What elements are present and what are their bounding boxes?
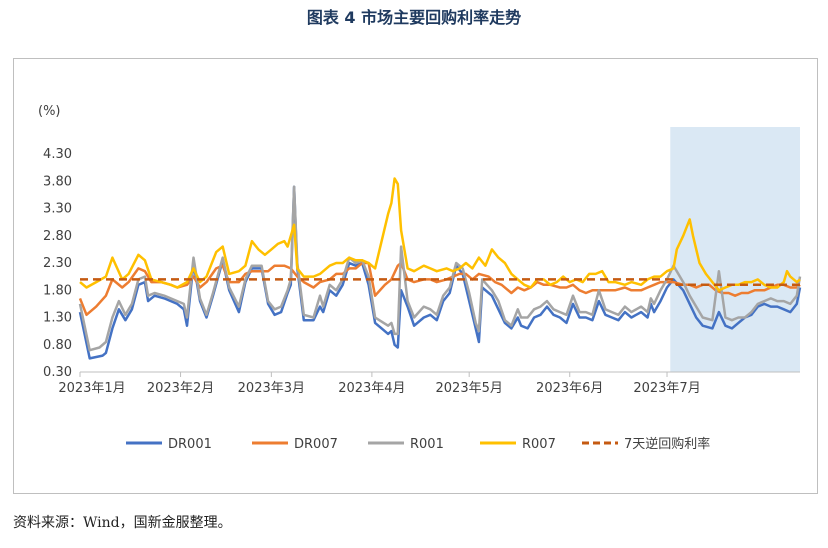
x-tick-label: 2023年6月 [536,381,603,396]
series-line [78,185,802,352]
chart-frame: 0.30 0.80 1.30 1.80 2.30 2.80 3.30 3.80 4.30 (%) 2… [13,58,818,494]
y-tick-label: 2.80 [43,229,72,244]
x-tick-label: 2023年3月 [238,381,305,396]
figure-title: 图表 4 市场主要回购利率走势 [306,8,522,27]
y-tick-label: 2.30 [43,256,72,271]
y-tick-label: 0.30 [43,365,72,380]
line-chart: 0.30 0.80 1.30 1.80 2.30 2.80 3.30 3.80 4.30 (%) 2… [38,104,802,452]
x-tick-label: 2023年1月 [58,381,125,396]
x-tick-label: 2023年4月 [338,381,405,396]
y-tick-label: 0.80 [43,338,72,353]
legend-label: R007 [522,437,556,452]
legend-label: DR001 [168,437,212,452]
source-note: 资料来源：Wind，国新金服整理。 [13,515,232,531]
series-line [79,177,801,292]
y-tick-label: 3.80 [43,174,72,189]
x-tick-label: 2023年5月 [436,381,503,396]
y-tick-label: 4.30 [43,147,72,162]
legend-label: DR007 [294,437,338,452]
y-tick-label: 1.30 [43,311,72,326]
x-tick-label: 2023年2月 [147,381,214,396]
y-tick-label: 1.80 [43,283,72,298]
legend-label: R001 [410,437,444,452]
y-axis-label: (%) [38,104,61,119]
y-tick-label: 3.30 [43,202,72,217]
legend-label: 7天逆回购利率 [624,436,710,452]
highlight-region [670,127,800,372]
x-tick-label: 2023年7月 [633,381,700,396]
